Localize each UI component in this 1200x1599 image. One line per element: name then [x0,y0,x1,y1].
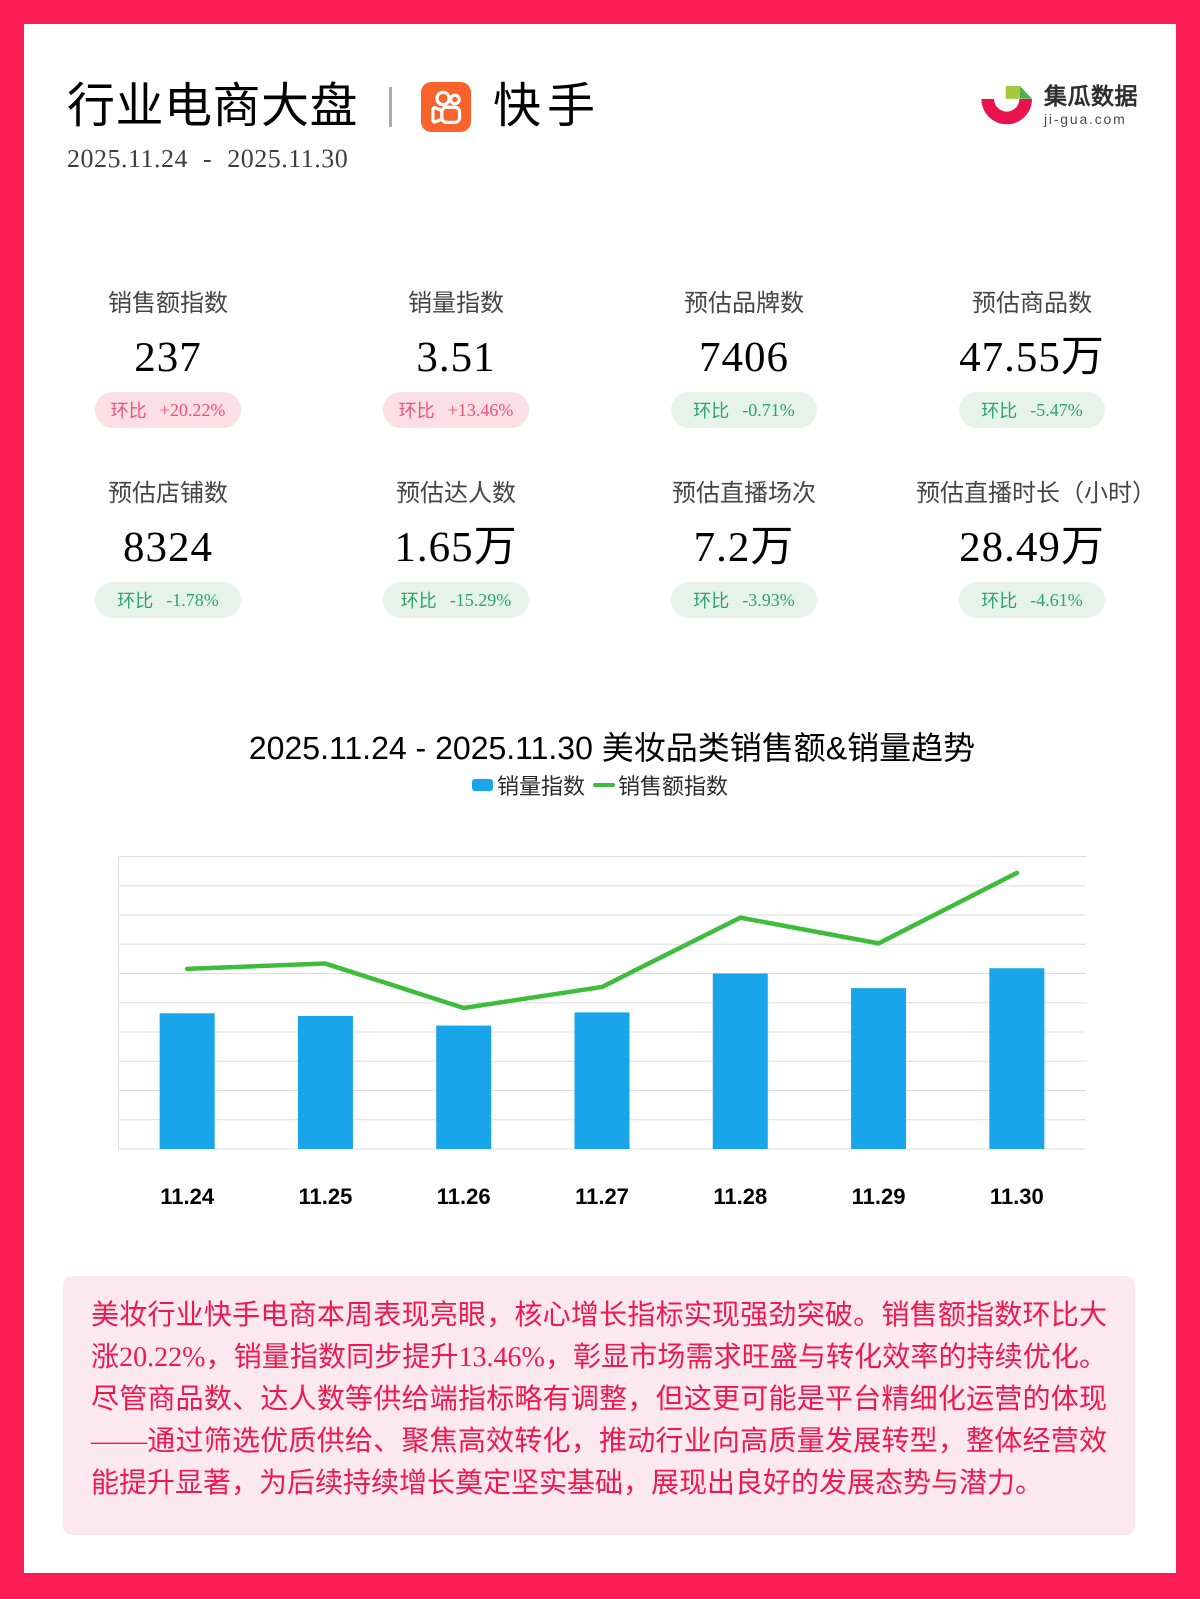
change-value: -15.29% [449,589,512,610]
metric-label: 销量指数 [408,291,504,317]
brand-name: 集瓜数据 [1044,83,1138,109]
change-label: 环比 [110,401,147,421]
metric-card-product-count: 预估商品数 47.55万 环比 -5.47% [888,291,1176,428]
chart-line [184,870,1020,1011]
change-value: -3.93% [742,589,795,610]
metric-label: 销售额指数 [108,291,228,317]
chart-bar [712,973,768,1149]
platform-name: 快手 [493,80,602,133]
metric-value: 3.51 [416,334,496,381]
metric-card-livestream-hours: 预估直播时长（小时） 28.49万 环比 -4.61% [888,481,1176,618]
metric-label: 预估店铺数 [108,481,228,507]
change-label: 环比 [400,591,437,611]
metric-value: 1.65万 [394,524,518,571]
change-label: 环比 [981,591,1018,611]
change-value: -4.61% [1030,589,1083,610]
legend-label: 销售额指数 [618,774,729,799]
chart-bar [989,968,1045,1149]
metric-card-sales-index: 销售额指数 237 环比 +20.22% [24,291,312,428]
metric-card-shop-count: 预估店铺数 8324 环比 -1.78% [24,481,312,618]
metric-card-influencer-count: 预估达人数 1.65万 环比 -15.29% [312,481,600,618]
metric-value: 8324 [123,524,213,571]
page-title: 行业电商大盘 [67,80,359,133]
metric-value: 7.2万 [693,524,795,571]
x-axis-label: 11.26 [437,1184,491,1209]
date-range: 2025.11.24 - 2025.11.30 [67,144,349,173]
header-divider [389,87,393,127]
x-axis-label: 11.29 [852,1184,906,1209]
change-label: 环比 [693,401,730,421]
metric-label: 预估达人数 [396,481,516,507]
metric-label: 预估品牌数 [684,291,804,317]
change-value: -1.78% [166,589,219,610]
change-label: 环比 [693,591,730,611]
chart-bar [574,1012,630,1149]
chart-bar [297,1015,353,1149]
summary-box: 美妆行业快手电商本周表现亮眼，核心增长指标实现强劲突破。销售额指数环比大涨20.… [63,1276,1135,1535]
metric-change-badge: 环比 +20.22% [95,392,241,428]
x-axis-label: 11.25 [299,1184,353,1209]
chart-bar [851,988,907,1149]
legend-item-sales: 销售额指数 [585,769,728,801]
metric-label: 预估商品数 [972,291,1092,317]
metric-value: 237 [134,334,202,381]
metric-card-brand-count: 预估品牌数 7406 环比 -0.71% [600,291,888,428]
metric-label: 预估直播场次 [672,481,816,507]
metric-card-livestream-count: 预估直播场次 7.2万 环比 -3.93% [600,481,888,618]
change-value: -0.71% [742,399,795,420]
metric-change-badge: 环比 -0.71% [671,392,817,428]
legend-bar-swatch-icon [471,779,493,791]
metric-change-badge: 环比 -5.47% [959,392,1105,428]
brand-text: 集瓜数据 ji-gua.com [1044,82,1138,128]
chart-bar [436,1025,492,1149]
x-axis-label: 11.27 [575,1184,629,1209]
summary-text: 美妆行业快手电商本周表现亮眼，核心增长指标实现强劲突破。销售额指数环比大涨20.… [91,1300,1107,1499]
metric-change-badge: 环比 -15.29% [383,582,529,618]
metric-change-badge: 环比 +13.46% [383,392,529,428]
metric-cards: 销售额指数 237 环比 +20.22% 销量指数 3.51 环比 +13.46% … [24,291,1176,618]
change-value: +20.22% [159,399,226,420]
change-value: +13.46% [447,399,514,420]
x-axis-label: 11.30 [990,1184,1044,1209]
change-label: 环比 [981,401,1018,421]
x-axis-label: 11.28 [713,1184,767,1209]
jigua-logo-icon [981,86,1032,125]
x-axis-label: 11.24 [160,1184,215,1209]
chart-title: 2025.11.24 - 2025.11.30 美妆品类销售额&销量趋势 [248,730,976,766]
chart-legend: 销量指数 销售额指数 [0,769,1200,801]
legend-line-swatch-icon [593,783,615,787]
change-value: -5.47% [1030,399,1083,420]
metric-change-badge: 环比 -3.93% [671,582,817,618]
metric-change-badge: 环比 -4.61% [959,582,1105,618]
brand-domain: ji-gua.com [1044,111,1127,127]
metric-value: 7406 [699,334,789,381]
metric-value: 28.49万 [959,524,1105,571]
chart-bar [159,1013,215,1149]
metric-change-badge: 环比 -1.78% [95,582,241,618]
legend-label: 销量指数 [496,774,585,799]
metric-label: 预估直播时长（小时） [916,481,1156,507]
change-label: 环比 [117,591,154,611]
change-label: 环比 [398,401,435,421]
kuaishou-icon [421,82,472,132]
metric-card-volume-index: 销量指数 3.51 环比 +13.46% [312,291,600,428]
legend-item-volume: 销量指数 [471,769,585,801]
metric-value: 47.55万 [959,334,1105,381]
trend-chart: 11.24 11.25 11.26 11.27 11.28 11.29 11.30 [118,856,1086,1209]
brand-logo: 集瓜数据 ji-gua.com [979,73,1138,128]
header: 行业电商大盘 快手 [67,78,601,136]
